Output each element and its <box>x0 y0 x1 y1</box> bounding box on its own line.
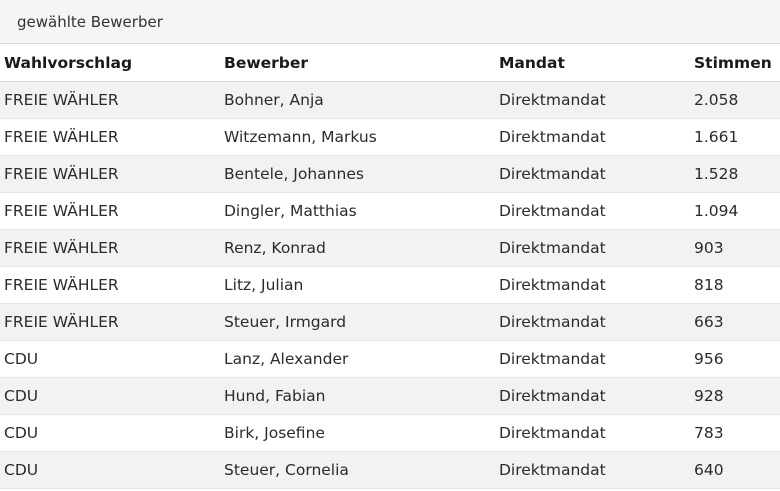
table-row: FREIE WÄHLER Witzemann, Markus Direktmanda… <box>0 118 780 156</box>
cell-mandat: Direktmandat <box>495 377 690 415</box>
cell-bewerber: Bentele, Johannes <box>220 155 495 193</box>
cell-wahlvorschlag: CDU <box>0 451 220 489</box>
table-row: CDU Hund, Fabian Direktmandat 928 <box>0 377 780 415</box>
cell-bewerber: Birk, Josefine <box>220 414 495 452</box>
cell-bewerber: Hund, Fabian <box>220 377 495 415</box>
cell-mandat: Direktmandat <box>495 81 690 119</box>
cell-bewerber: Litz, Julian <box>220 266 495 304</box>
table-row: FREIE WÄHLER Dingler, Matthias Direktmanda… <box>0 192 780 230</box>
table-row: FREIE WÄHLER Bohner, Anja Direktmandat 2.05… <box>0 81 780 119</box>
cell-mandat: Direktmandat <box>495 266 690 304</box>
cell-wahlvorschlag: FREIE WÄHLER <box>0 229 220 267</box>
cell-wahlvorschlag: CDU <box>0 340 220 378</box>
cell-stimmen: 1.661 <box>690 118 780 156</box>
table-row: CDU Steuer, Cornelia Direktmandat 640 <box>0 451 780 489</box>
cell-stimmen: 928 <box>690 377 780 415</box>
table-row: FREIE WÄHLER Renz, Konrad Direktmandat 903 <box>0 229 780 267</box>
cell-mandat: Direktmandat <box>495 303 690 341</box>
cell-stimmen: 663 <box>690 303 780 341</box>
header-wahlvorschlag[interactable]: Wahlvorschlag <box>0 44 220 82</box>
cell-stimmen: 783 <box>690 414 780 452</box>
cell-wahlvorschlag: FREIE WÄHLER <box>0 303 220 341</box>
table-caption: gewählte Bewerber <box>0 0 780 44</box>
cell-mandat: Direktmandat <box>495 192 690 230</box>
cell-bewerber: Bohner, Anja <box>220 81 495 119</box>
table-row: CDU Lanz, Alexander Direktmandat 956 <box>0 340 780 378</box>
table-row: FREIE WÄHLER Steuer, Irmgard Direktmandat 6… <box>0 303 780 341</box>
table-row: FREIE WÄHLER Bentele, Johannes Direktmanda… <box>0 155 780 193</box>
cell-bewerber: Steuer, Cornelia <box>220 451 495 489</box>
cell-mandat: Direktmandat <box>495 118 690 156</box>
cell-bewerber: Renz, Konrad <box>220 229 495 267</box>
cell-mandat: Direktmandat <box>495 451 690 489</box>
cell-wahlvorschlag: CDU <box>0 414 220 452</box>
cell-mandat: Direktmandat <box>495 155 690 193</box>
cell-stimmen: 818 <box>690 266 780 304</box>
header-bewerber[interactable]: Bewerber <box>220 44 495 82</box>
table-row: CDU Birk, Josefine Direktmandat 783 <box>0 414 780 452</box>
table-body: FREIE WÄHLER Bohner, Anja Direktmandat 2.05… <box>0 81 780 489</box>
cell-stimmen: 956 <box>690 340 780 378</box>
cell-bewerber: Steuer, Irmgard <box>220 303 495 341</box>
cell-mandat: Direktmandat <box>495 414 690 452</box>
cell-wahlvorschlag: FREIE WÄHLER <box>0 81 220 119</box>
cell-stimmen: 903 <box>690 229 780 267</box>
cell-mandat: Direktmandat <box>495 340 690 378</box>
cell-mandat: Direktmandat <box>495 229 690 267</box>
header-stimmen[interactable]: Stimmen <box>690 44 780 82</box>
cell-wahlvorschlag: CDU <box>0 377 220 415</box>
table-header-row: Wahlvorschlag Bewerber Mandat Stimmen <box>0 44 780 82</box>
cell-stimmen: 640 <box>690 451 780 489</box>
elected-candidates-table: Wahlvorschlag Bewerber Mandat Stimmen FR… <box>0 44 780 489</box>
cell-wahlvorschlag: FREIE WÄHLER <box>0 266 220 304</box>
cell-bewerber: Lanz, Alexander <box>220 340 495 378</box>
cell-stimmen: 2.058 <box>690 81 780 119</box>
cell-wahlvorschlag: FREIE WÄHLER <box>0 192 220 230</box>
table-row: FREIE WÄHLER Litz, Julian Direktmandat 818 <box>0 266 780 304</box>
cell-wahlvorschlag: FREIE WÄHLER <box>0 155 220 193</box>
cell-stimmen: 1.528 <box>690 155 780 193</box>
cell-stimmen: 1.094 <box>690 192 780 230</box>
cell-bewerber: Dingler, Matthias <box>220 192 495 230</box>
cell-wahlvorschlag: FREIE WÄHLER <box>0 118 220 156</box>
cell-bewerber: Witzemann, Markus <box>220 118 495 156</box>
header-mandat[interactable]: Mandat <box>495 44 690 82</box>
